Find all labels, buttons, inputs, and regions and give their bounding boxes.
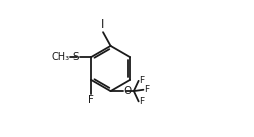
Text: F: F	[88, 95, 94, 105]
Text: S: S	[73, 52, 79, 62]
Text: F: F	[139, 97, 144, 106]
Text: CH₃: CH₃	[52, 52, 70, 62]
Text: F: F	[144, 85, 149, 94]
Text: F: F	[139, 76, 144, 85]
Text: O: O	[123, 86, 132, 96]
Text: I: I	[101, 18, 105, 31]
